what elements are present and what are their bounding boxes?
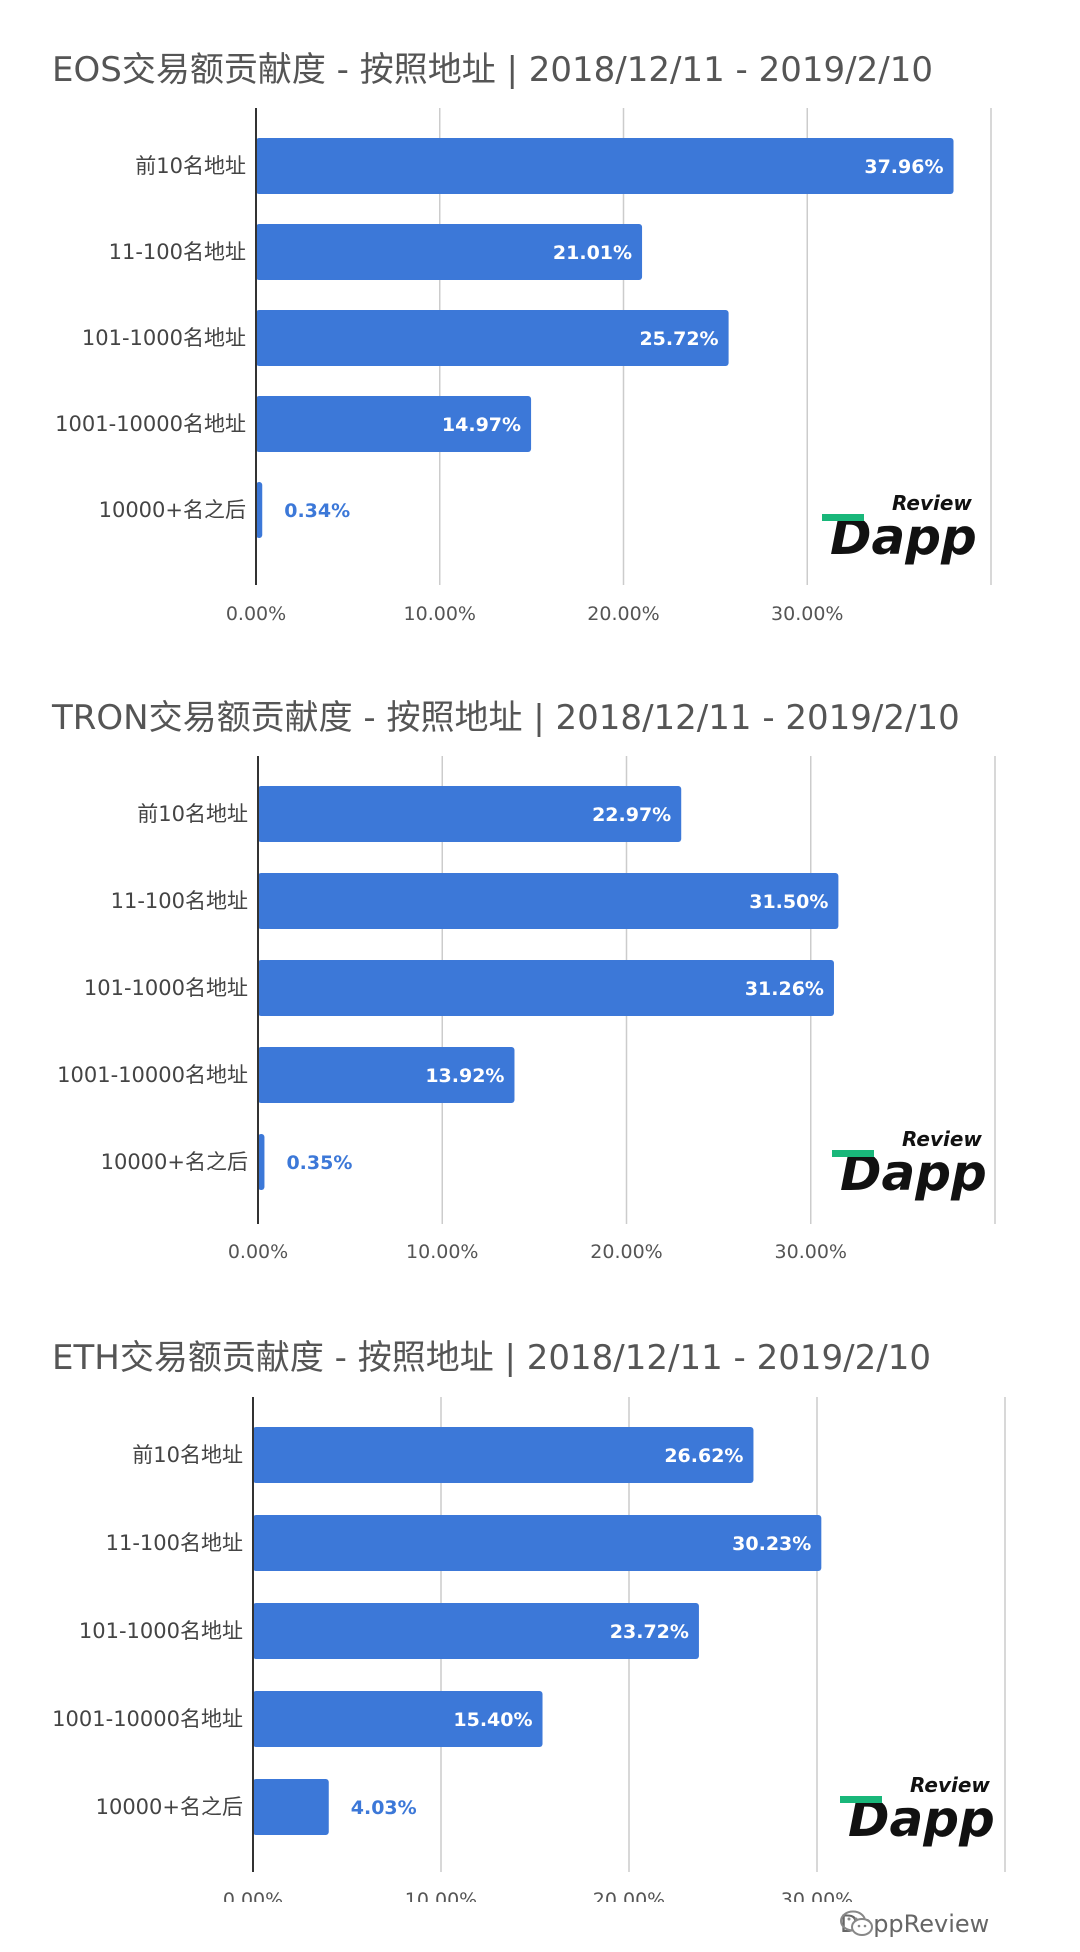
data-label: 30.23%: [732, 1533, 811, 1555]
category-label: 11-100名地址: [111, 889, 248, 913]
bar: [253, 1691, 543, 1747]
wechat-icon: [840, 1910, 873, 1936]
x-tick-label: 20.00%: [587, 603, 659, 625]
category-label: 101-1000名地址: [84, 976, 248, 1000]
data-label: 26.62%: [664, 1445, 743, 1467]
data-label: 23.72%: [610, 1621, 689, 1643]
category-label: 1001-10000名地址: [55, 412, 246, 436]
category-label: 1001-10000名地址: [52, 1707, 243, 1731]
bar: [256, 482, 263, 538]
bar: [256, 396, 532, 452]
bar: [253, 1515, 822, 1571]
x-tick-label: 30.00%: [781, 1889, 853, 1902]
x-tick-label: 30.00%: [775, 1241, 847, 1263]
data-label: 31.50%: [749, 891, 828, 913]
x-tick-label: 20.00%: [590, 1241, 662, 1263]
category-label: 1001-10000名地址: [57, 1063, 248, 1087]
chart-title: TRON交易额贡献度 - 按照地址 | 2018/12/11 - 2019/2/…: [52, 698, 960, 738]
category-label: 前10名地址: [137, 802, 248, 826]
logo-accent-bar: [832, 1150, 874, 1157]
chart-title: ETH交易额贡献度 - 按照地址 | 2018/12/11 - 2019/2/1…: [52, 1338, 931, 1378]
logo-review-text: Review: [902, 1127, 982, 1151]
data-label: 13.92%: [425, 1065, 504, 1087]
bar: [258, 1134, 265, 1190]
x-tick-label: 10.00%: [405, 1889, 477, 1902]
category-label: 10000+名之后: [99, 498, 246, 522]
bar: [253, 1779, 329, 1835]
data-label: 37.96%: [864, 156, 943, 178]
category-label: 11-100名地址: [109, 240, 246, 264]
data-label: 21.01%: [553, 242, 632, 264]
data-label: 0.34%: [284, 500, 350, 522]
x-tick-label: 0.00%: [226, 603, 286, 625]
data-label: 31.26%: [745, 978, 824, 1000]
bar-chart-2: 前10名地址 26.62% 11-100名地址 30.23% 101-1000名地址 23…: [52, 1397, 1006, 1902]
category-label: 101-1000名地址: [82, 326, 246, 350]
data-label: 4.03%: [351, 1797, 417, 1819]
bar: [258, 873, 839, 929]
footer-watermark: DappReview: [840, 1910, 989, 1938]
x-tick-label: 0.00%: [223, 1889, 283, 1902]
bar: [256, 310, 729, 366]
bar: [256, 138, 954, 194]
category-label: 前10名地址: [132, 1443, 243, 1467]
category-label: 10000+名之后: [101, 1150, 248, 1174]
bar-chart-0: 前10名地址 37.96% 11-100名地址 21.01% 101-1000名地址 25…: [55, 108, 992, 625]
bar: [253, 1603, 699, 1659]
logo-review-text: Review: [910, 1773, 990, 1797]
x-tick-label: 10.00%: [404, 603, 476, 625]
data-label: 22.97%: [592, 804, 671, 826]
data-label: 0.35%: [286, 1152, 352, 1174]
bar: [258, 1047, 515, 1103]
logo-accent-bar: [822, 514, 864, 521]
logo-review-text: Review: [892, 491, 972, 515]
x-tick-label: 30.00%: [771, 603, 843, 625]
x-tick-label: 0.00%: [228, 1241, 288, 1263]
category-label: 前10名地址: [135, 154, 246, 178]
x-tick-label: 20.00%: [593, 1889, 665, 1902]
category-label: 11-100名地址: [106, 1531, 243, 1555]
data-label: 25.72%: [639, 328, 718, 350]
category-label: 10000+名之后: [96, 1795, 243, 1819]
x-tick-label: 10.00%: [406, 1241, 478, 1263]
category-label: 101-1000名地址: [79, 1619, 243, 1643]
chart-title: EOS交易额贡献度 - 按照地址 | 2018/12/11 - 2019/2/1…: [52, 50, 933, 90]
bar: [258, 960, 834, 1016]
bar: [258, 786, 682, 842]
data-label: 15.40%: [453, 1709, 532, 1731]
bar: [253, 1427, 754, 1483]
bar: [256, 224, 643, 280]
bar-chart-1: 前10名地址 22.97% 11-100名地址 31.50% 101-1000名地址 31…: [57, 756, 996, 1263]
logo-accent-bar: [840, 1796, 882, 1803]
data-label: 14.97%: [442, 414, 521, 436]
